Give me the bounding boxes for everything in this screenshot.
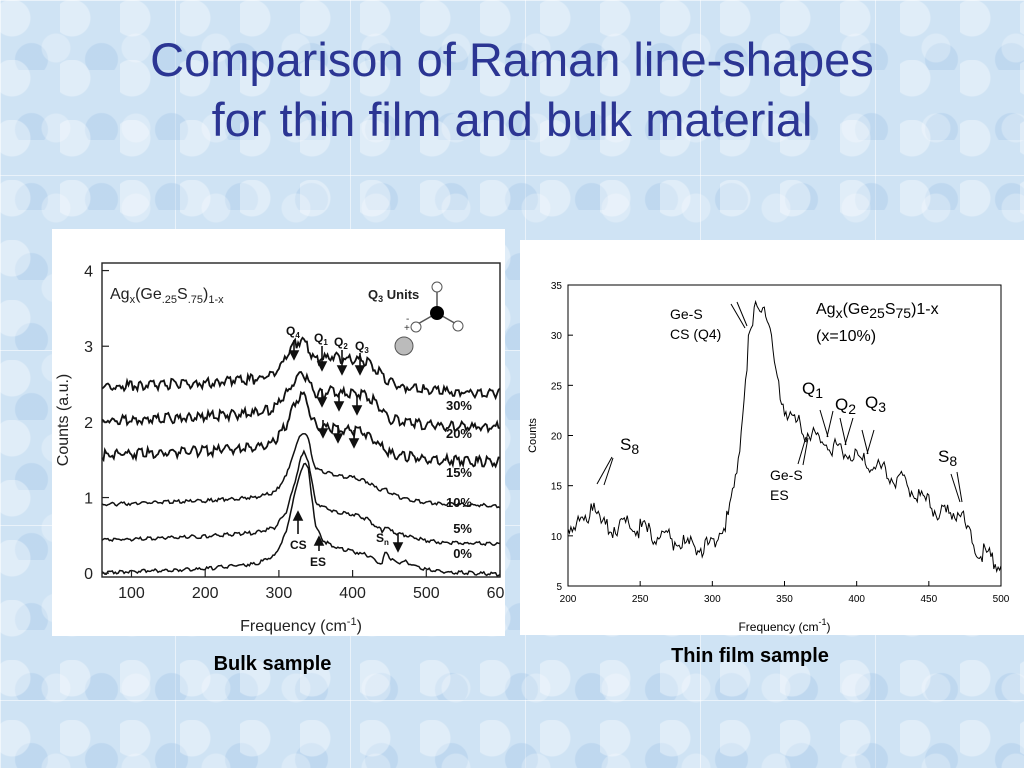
title-line-1: Comparison of Raman line-shapes — [150, 33, 874, 86]
svg-text:-: - — [406, 314, 409, 325]
film-x-tick-label: 400 — [848, 594, 865, 605]
film-x-tick-label: 300 — [704, 594, 721, 605]
film-y-tick-label: 10 — [551, 532, 563, 543]
film-x-axis-label: Frequency (cm-1) — [738, 617, 830, 634]
ge-atom-icon — [430, 306, 444, 320]
film-chart-panel: 200 250 300 350 400 450 500 5 10 15 20 25 30 35 Freque… — [520, 240, 1024, 635]
film-x-tick-label: 350 — [776, 594, 793, 605]
bulk-series-line-30pct — [101, 336, 501, 401]
film-x-tick-label: 250 — [632, 594, 649, 605]
film-y-tick-label: 30 — [551, 331, 563, 342]
svg-text:+: + — [404, 323, 410, 334]
peak-label-es: ES — [310, 555, 326, 569]
film-y-tick-label: 15 — [551, 482, 563, 493]
bulk-series-label: 20% — [446, 426, 472, 441]
film-concentration: (x=10%) — [816, 328, 876, 345]
film-x-tick-label: 450 — [920, 594, 937, 605]
bulk-x-tick-label: 200 — [192, 585, 219, 602]
peak-label-q1: Q1 — [314, 331, 328, 347]
q3-units-inset: Q3 Units + - — [368, 281, 464, 356]
annot-q3: Q3 — [865, 393, 886, 415]
film-formula: Agx(Ge25S75)1-x — [816, 301, 939, 321]
peak-label-q4: Q4 — [286, 324, 300, 340]
bulk-chart: 0% 5% 10% 15% 20% 30% 100 200 300 400 500 600 0 1 2 3 4… — [55, 262, 513, 635]
film-y-tick-label: 25 — [551, 381, 563, 392]
bulk-series-line-5pct — [101, 449, 501, 547]
film-x-tick-label: 500 — [993, 594, 1010, 605]
bulk-x-tick-label: 500 — [413, 585, 440, 602]
film-y-tick-label: 5 — [556, 582, 562, 593]
peak-label-cs: CS — [290, 538, 307, 552]
bulk-series-line-15pct — [101, 390, 501, 469]
q3-units-label: Q3 Units — [368, 287, 419, 304]
bulk-caption: Bulk sample — [213, 653, 332, 675]
film-y-axis-label: Counts — [527, 418, 539, 453]
bulk-y-tick-label: 4 — [84, 264, 93, 281]
bulk-series-label: 5% — [453, 521, 472, 536]
film-plot-frame — [567, 284, 1002, 587]
title-line-2: for thin film and bulk material — [211, 93, 813, 146]
film-y-tick-label: 35 — [551, 281, 563, 292]
peak-label-q2: Q2 — [334, 335, 348, 351]
film-caption: Thin film sample — [671, 645, 829, 667]
slide-title: Comparison of Raman line-shapes for thin… — [0, 30, 1024, 150]
annot-ges-es-line1: Ge-S — [770, 467, 803, 483]
bulk-x-tick-label: 400 — [339, 585, 366, 602]
bulk-series-label: 0% — [453, 546, 472, 561]
film-y-tick-label: 20 — [551, 432, 563, 443]
bulk-y-tick-label: 0 — [84, 566, 93, 583]
bulk-y-axis-label: Counts (a.u.) — [55, 374, 72, 466]
annot-q2: Q2 — [835, 395, 856, 417]
annot-ges-es-line2: ES — [770, 487, 789, 503]
ag-atom-icon — [394, 336, 414, 356]
bulk-plot-frame — [101, 262, 501, 578]
film-spectrum-line — [567, 299, 1002, 574]
annot-ges-cs-line1: Ge-S — [670, 306, 703, 322]
annot-s8-right: S8 — [938, 447, 957, 469]
annot-q1: Q1 — [802, 379, 823, 401]
bulk-x-axis-label: Frequency (cm-1) — [240, 616, 362, 635]
bulk-formula: Agx(Ge.25S.75)1-x — [110, 286, 224, 306]
annot-ges-cs-line2: CS (Q4) — [670, 326, 721, 342]
film-chart: 200 250 300 350 400 450 500 5 10 15 20 25 30 35 Freque… — [527, 281, 1010, 634]
bulk-peak-annotations: Q4 Q1 Q2 Q3 CS ES Sn — [286, 324, 404, 569]
bulk-series-line-10pct — [101, 432, 501, 509]
bulk-series-label: 10% — [446, 495, 472, 510]
bulk-y-tick-label: 2 — [84, 415, 93, 432]
bulk-series-label: 30% — [446, 398, 472, 413]
peak-label-sn: Sn — [376, 531, 389, 547]
film-x-tick-label: 200 — [560, 594, 577, 605]
bulk-series-line-20pct — [101, 371, 501, 434]
bulk-y-tick-label: 3 — [84, 339, 93, 356]
bulk-x-tick-label: 100 — [118, 585, 145, 602]
bulk-chart-panel: 0% 5% 10% 15% 20% 30% 100 200 300 400 500 600 0 1 2 3 4… — [52, 229, 513, 636]
bulk-x-tick-label: 300 — [266, 585, 293, 602]
bulk-x-tick-label: 600 — [487, 585, 505, 602]
annot-s8-left: S8 — [620, 435, 639, 457]
bulk-y-tick-label: 1 — [84, 491, 93, 508]
bulk-series-label: 15% — [446, 465, 472, 480]
peak-label-q3: Q3 — [355, 339, 369, 355]
film-annotations: Agx(Ge25S75)1-x (x=10%) Ge-S CS (Q4) Q1 … — [596, 301, 963, 503]
bulk-series-line-0pct — [101, 462, 501, 577]
